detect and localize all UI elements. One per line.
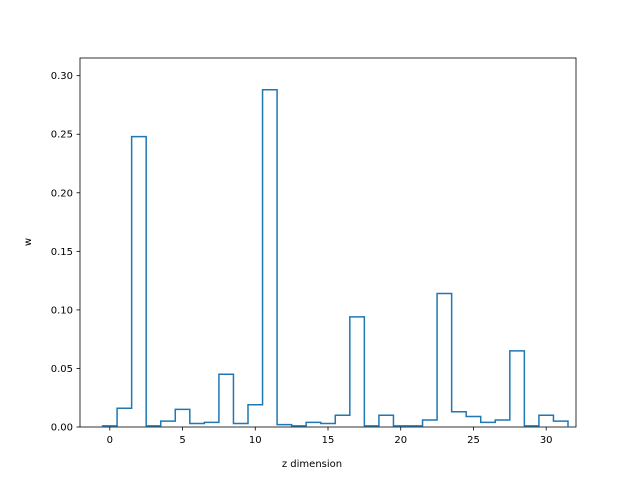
y-tick-label: 0.15 bbox=[51, 247, 73, 258]
x-axis: 0 5 10 15 20 25 30 bbox=[107, 427, 553, 446]
y-tick-label: 0.20 bbox=[51, 188, 73, 199]
y-axis: 0.00 0.05 0.10 0.15 0.20 0.25 0.30 bbox=[51, 71, 80, 434]
x-tick-label: 30 bbox=[540, 435, 553, 446]
y-tick-label: 0.30 bbox=[51, 71, 73, 82]
series-layer bbox=[101, 88, 569, 427]
x-tick-label: 5 bbox=[179, 435, 185, 446]
x-tick-label: 25 bbox=[467, 435, 480, 446]
x-tick-label: 10 bbox=[249, 435, 262, 446]
x-tick-label: 0 bbox=[107, 435, 113, 446]
series-step-line bbox=[101, 88, 569, 427]
x-tick-label: 15 bbox=[322, 435, 335, 446]
x-tick-label: 20 bbox=[394, 435, 407, 446]
y-tick-label: 0.10 bbox=[51, 305, 73, 316]
y-tick-label: 0.05 bbox=[51, 364, 73, 375]
x-axis-label: z dimension bbox=[282, 459, 342, 470]
y-tick-label: 0.25 bbox=[51, 130, 73, 141]
y-axis-label: w bbox=[23, 238, 34, 246]
y-tick-label: 0.00 bbox=[51, 423, 73, 434]
